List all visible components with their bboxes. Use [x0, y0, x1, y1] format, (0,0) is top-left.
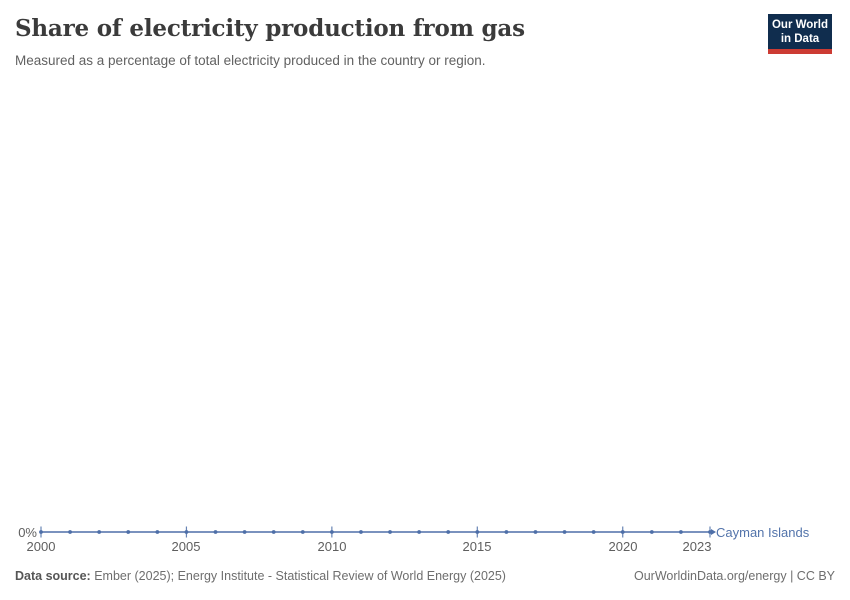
data-point[interactable]: [300, 530, 305, 534]
data-point[interactable]: [446, 530, 451, 534]
license-credit: OurWorldinData.org/energy | CC BY: [633, 569, 835, 583]
chart-subtitle: Measured as a percentage of total electr…: [15, 53, 486, 68]
data-point[interactable]: [97, 530, 102, 534]
data-point[interactable]: [708, 530, 712, 534]
data-point[interactable]: [504, 530, 509, 534]
data-point[interactable]: [417, 530, 422, 534]
data-point[interactable]: [359, 530, 363, 534]
x-axis-tick-label-2023: 2023: [682, 539, 712, 554]
data-point[interactable]: [271, 530, 276, 534]
data-source-label: Data source:: [15, 569, 91, 583]
data-point[interactable]: [562, 530, 567, 534]
data-point[interactable]: [126, 530, 131, 534]
data-source-note: Data source: Ember (2025); Energy Instit…: [15, 569, 506, 583]
data-point[interactable]: [155, 530, 160, 534]
data-point[interactable]: [68, 530, 72, 534]
y-axis-tick-label: 0%: [18, 525, 37, 540]
chart-footer: Data source: Ember (2025); Energy Instit…: [15, 569, 835, 583]
data-point[interactable]: [679, 530, 683, 534]
data-point[interactable]: [620, 530, 625, 534]
data-point[interactable]: [39, 530, 43, 534]
page-title: Share of electricity production from gas: [15, 15, 525, 42]
data-point[interactable]: [475, 530, 480, 534]
x-axis-tick-label-2010: 2010: [317, 539, 347, 554]
data-point[interactable]: [184, 530, 189, 534]
x-axis-tick-label-2005: 2005: [171, 539, 201, 554]
x-axis-tick-label-2000: 2000: [26, 539, 56, 554]
data-point[interactable]: [533, 530, 538, 534]
owid-logo: Our World in Data: [768, 14, 832, 54]
owid-logo-line1: Our World: [771, 19, 828, 31]
data-point[interactable]: [591, 530, 596, 534]
series-entity-label: Cayman Islands: [716, 525, 810, 540]
data-point[interactable]: [388, 530, 392, 534]
data-source-text: Ember (2025); Energy Institute - Statist…: [90, 569, 506, 583]
data-point[interactable]: [649, 530, 654, 534]
owid-logo-line2: in Data: [780, 33, 820, 45]
data-point[interactable]: [213, 530, 218, 534]
x-axis-tick-label-2020: 2020: [608, 539, 638, 554]
data-point[interactable]: [329, 530, 334, 534]
x-axis-tick-label-2015: 2015: [462, 539, 492, 554]
data-point[interactable]: [242, 530, 247, 534]
line-end-arrow-icon: [711, 529, 716, 535]
